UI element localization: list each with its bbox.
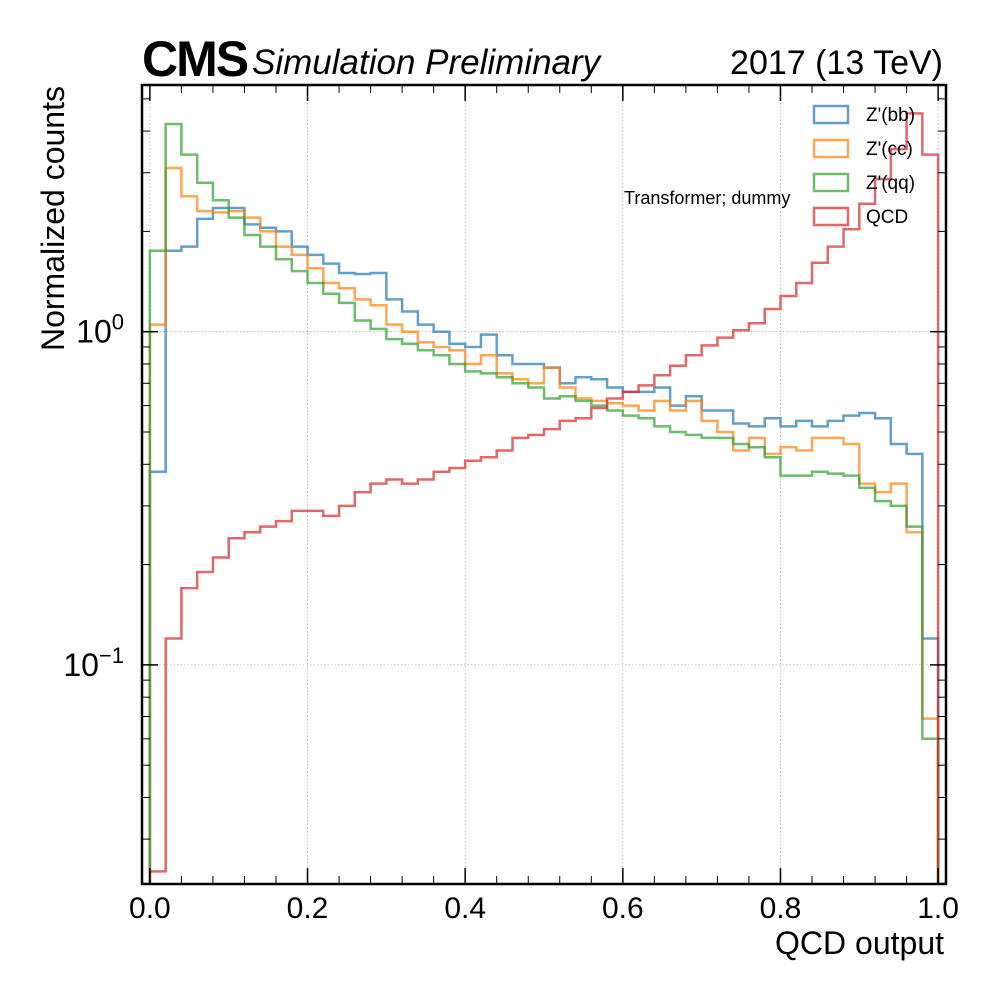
x-tick-label: 0.2 [287, 892, 329, 925]
subtitle-label: Simulation Preliminary [252, 43, 603, 82]
legend-label: Z'(cc) [866, 139, 913, 160]
histogram-series [148, 112, 940, 884]
x-axis-label: QCD output [775, 925, 944, 961]
legend-swatch [812, 172, 850, 193]
legend-label: Z'(qq) [866, 173, 915, 194]
legend-swatch [812, 104, 850, 125]
series-z-cc--line [148, 166, 940, 884]
legend-label: Z'(bb) [866, 105, 915, 126]
plot-frame [140, 83, 948, 886]
x-tick-label: 0.0 [129, 892, 171, 925]
x-tick-label: 0.4 [444, 892, 486, 925]
series-z-qq--line [148, 122, 940, 884]
lumi-label: 2017 (13 TeV) [730, 44, 943, 82]
series-z-bb--line [148, 206, 940, 884]
experiment-label: CMS [142, 31, 248, 87]
grid [142, 85, 946, 884]
series-qcd-line [148, 112, 940, 884]
y-tick-label: 10−1 [63, 643, 124, 683]
model-annotation: Transformer; dummy [624, 188, 790, 208]
x-tick-label: 0.8 [760, 892, 802, 925]
x-tick-label: 1.0 [917, 892, 959, 925]
y-axis-label: Normalized counts [35, 86, 71, 351]
axis-ticks: 0.0 0.2 0.4 0.6 0.8 1.0 100 10−1 [63, 85, 959, 925]
y-tick-label: 100 [76, 310, 124, 350]
legend-label: QCD [866, 207, 908, 228]
legend-swatch [812, 206, 850, 227]
x-tick-label: 0.6 [602, 892, 644, 925]
legend-swatch [812, 138, 850, 159]
legend: Z'(bb) Z'(cc) Z'(qq) QCD [812, 104, 915, 228]
